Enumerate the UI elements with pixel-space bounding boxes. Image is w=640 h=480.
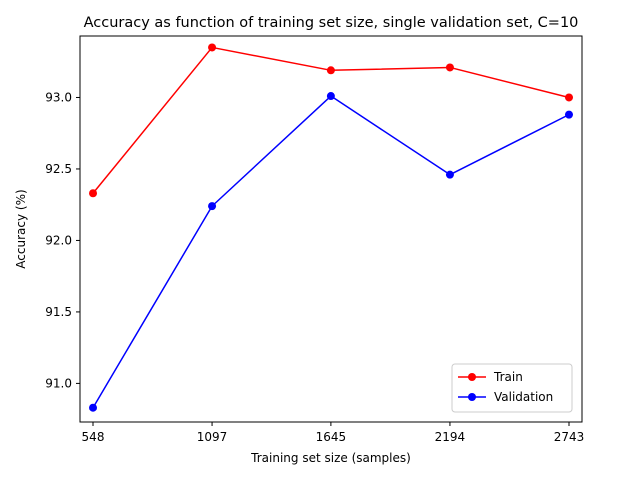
chart-title: Accuracy as function of training set siz…: [84, 15, 579, 31]
data-point-validation: [564, 110, 573, 119]
data-point-train: [208, 43, 217, 52]
x-tick-label: 1097: [197, 430, 228, 444]
x-tick-label: 2194: [435, 430, 466, 444]
data-point-validation: [326, 92, 335, 101]
y-axis-label: Accuracy (%): [14, 189, 28, 268]
y-tick-label: 91.0: [45, 376, 72, 390]
y-tick-label: 93.0: [45, 90, 72, 104]
y-tick-label: 91.5: [45, 305, 72, 319]
data-point-train: [564, 93, 573, 102]
y-tick-label: 92.0: [45, 233, 72, 247]
data-point-validation: [208, 202, 217, 211]
x-tick-label: 2743: [554, 430, 585, 444]
data-point-train: [445, 63, 454, 72]
legend: Train Validation: [451, 363, 573, 413]
series-line-validation: [92, 95, 570, 409]
y-tick-label: 92.5: [45, 162, 72, 176]
x-tick-label: 548: [82, 430, 105, 444]
data-point-validation: [89, 403, 98, 412]
legend-box: [451, 363, 573, 413]
plot-area: 548 1097 1645 2194 2743 91.0 91.5 92.0 92.5 93.0 T…: [45, 35, 585, 444]
legend-label-train: Train: [493, 370, 523, 384]
x-axis-label: Training set size (samples): [250, 451, 411, 465]
data-point-train: [89, 189, 98, 198]
data-point-validation: [445, 170, 454, 179]
x-tick-label: 1645: [316, 430, 347, 444]
legend-marker-train: [468, 373, 476, 381]
data-point-train: [326, 66, 335, 75]
legend-label-validation: Validation: [494, 390, 553, 404]
legend-marker-validation: [468, 393, 476, 401]
